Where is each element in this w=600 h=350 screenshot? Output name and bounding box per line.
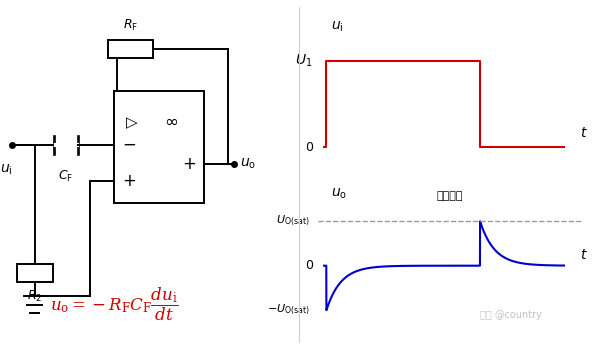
Text: $C_{\mathrm{F}}$: $C_{\mathrm{F}}$ [58,169,74,184]
Text: 输入信号: 输入信号 [437,191,463,201]
Text: $t$: $t$ [580,126,588,140]
Text: $U_1$: $U_1$ [295,52,312,69]
Text: $0$: $0$ [305,259,314,272]
Bar [17,264,53,282]
Text: +: + [122,172,136,190]
Text: $-U_{\mathrm{O(sat)}}$: $-U_{\mathrm{O(sat)}}$ [267,303,310,317]
Text: −: − [122,136,136,154]
Text: ▷: ▷ [126,115,138,130]
Text: +: + [182,155,196,173]
Text: $u_{\mathrm{o}}$: $u_{\mathrm{o}}$ [331,187,347,201]
Bar [114,91,204,203]
Text: $u_{\mathrm{o}} = -R_{\mathrm{F}}C_{\mathrm{F}}\dfrac{du_{\mathrm{i}}}{dt}$: $u_{\mathrm{o}} = -R_{\mathrm{F}}C_{\mat… [50,286,178,323]
Text: 知乎 @country: 知乎 @country [480,310,542,320]
Bar [108,40,153,58]
Text: $u_{\mathrm{i}}$: $u_{\mathrm{i}}$ [0,162,12,177]
Text: $0$: $0$ [305,141,314,154]
Text: $t$: $t$ [580,248,588,262]
Text: $R_2$: $R_2$ [27,289,42,304]
Text: $R_{\mathrm{F}}$: $R_{\mathrm{F}}$ [123,18,138,33]
Text: ∞: ∞ [164,113,178,131]
Text: $u_{\mathrm{o}}$: $u_{\mathrm{o}}$ [240,156,256,171]
Text: $u_{\mathrm{i}}$: $u_{\mathrm{i}}$ [331,19,344,34]
Text: $U_{\mathrm{O(sat)}}$: $U_{\mathrm{O(sat)}}$ [276,214,310,228]
